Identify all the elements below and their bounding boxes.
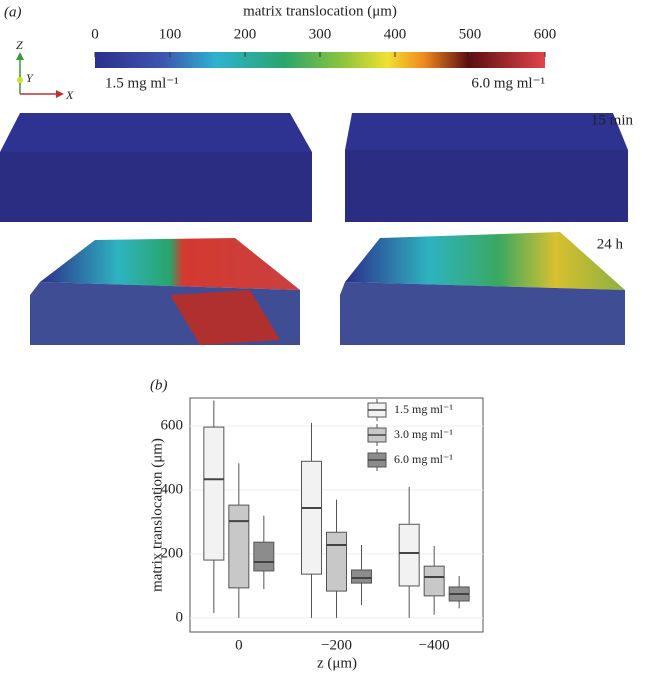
x-tick-label: 0: [235, 637, 243, 653]
legend-label: 3.0 mg ml⁻¹: [394, 427, 453, 441]
legend-label: 1.5 mg ml⁻¹: [394, 402, 453, 416]
axis-glyph-label: Z: [16, 38, 23, 52]
legend-label: 6.0 mg ml⁻¹: [394, 452, 453, 466]
colorbar-tick-label: 600: [534, 26, 557, 42]
colorbar-tick-label: 400: [384, 26, 407, 42]
x-axis-label: z (μm): [317, 655, 357, 671]
box: [253, 541, 275, 572]
colorbar-tick-label: 0: [91, 26, 99, 42]
box: [423, 565, 445, 597]
colorbar-tick-label: 100: [159, 26, 182, 42]
colorbar-title: matrix translocation (μm): [243, 3, 397, 19]
render-24h-b: [340, 232, 625, 345]
y-tick-label: 200: [161, 545, 184, 561]
box: [228, 504, 250, 589]
colorbar-high-label: 6.0 mg ml⁻¹: [471, 75, 545, 91]
x-tick-label: −400: [419, 637, 450, 653]
box: [301, 460, 322, 575]
time-label: 15 min: [591, 112, 634, 128]
y-tick-label: 400: [161, 482, 184, 498]
colorbar-tick-label: 300: [309, 26, 332, 42]
box: [351, 569, 372, 584]
y-axis-label: matrix translocation (μm): [149, 438, 165, 592]
y-tick-label: 600: [161, 418, 184, 434]
render-15min-a: [0, 113, 312, 222]
render-24h-a: [30, 238, 300, 345]
panel-label: (a): [4, 4, 22, 20]
colorbar-tick-label: 200: [234, 26, 257, 42]
colorbar-tick-label: 500: [459, 26, 482, 42]
axis-glyph-label: X: [65, 88, 74, 102]
axis-glyph-label: Y: [26, 71, 34, 85]
x-tick-label: −200: [321, 637, 352, 653]
render-15min-b: [345, 113, 628, 222]
time-label: 24 h: [597, 236, 624, 252]
box: [398, 523, 420, 587]
box: [326, 531, 347, 592]
y-tick-label: 0: [176, 609, 184, 625]
panel-label: (b): [150, 377, 168, 393]
colorbar-low-label: 1.5 mg ml⁻¹: [105, 75, 179, 91]
axes-glyph: Z Y X: [16, 38, 74, 102]
colorbar: [95, 52, 545, 68]
box: [203, 426, 225, 561]
